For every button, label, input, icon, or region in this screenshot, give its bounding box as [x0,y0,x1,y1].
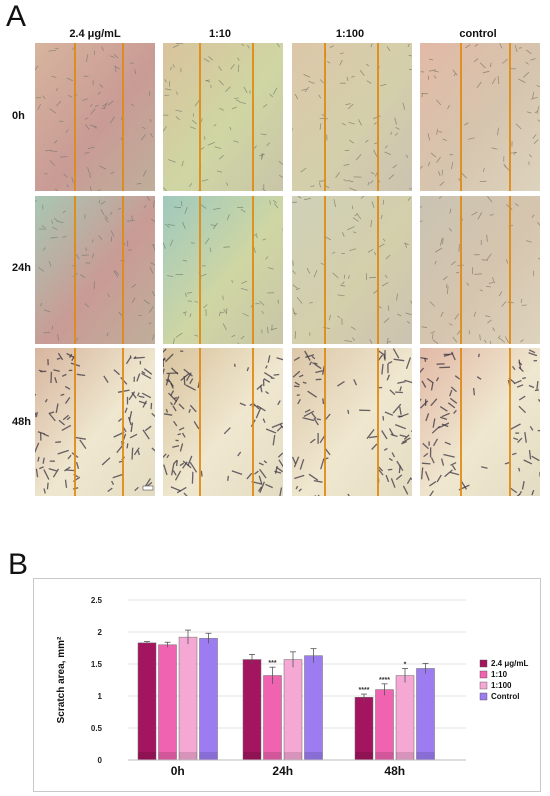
column-header-control: control [459,28,497,40]
legend-swatch [479,670,488,679]
y-tick-label: 0 [98,756,103,765]
micrograph-24h-col3 [292,196,412,344]
bar-base-shadow [416,752,435,760]
significance-mark: * [404,661,407,668]
row-header-0h: 0h [12,110,25,122]
micrograph-24h-col4 [420,196,540,344]
bar [375,689,394,761]
bar [283,659,303,761]
significance-mark: **** [359,687,370,694]
micrograph-24h-col2 [163,196,283,344]
y-tick-label: 2.5 [91,596,103,605]
bar-base-shadow [355,752,373,760]
bar-base-shadow [304,752,323,760]
bar-base-shadow [396,752,414,760]
significance-mark: *** [268,660,276,667]
legend-swatch [479,681,488,690]
legend-label: 2.4 μg/mL [491,659,528,668]
bar-base-shadow [199,752,218,760]
micrograph-48h-col4 [420,348,540,496]
column-header-1-100: 1:100 [335,28,365,40]
legend-label: Control [491,692,519,701]
micrograph-48h-col2 [163,348,283,496]
y-tick-label: 1.5 [91,660,103,669]
bar-base-shadow [179,752,197,760]
bar [137,642,157,761]
bar [263,675,282,761]
bar [158,644,177,761]
y-tick-label: 2 [98,628,103,637]
significance-mark: **** [379,677,390,684]
column-header-1-10: 1:10 [208,28,232,40]
bar-base-shadow [375,752,394,760]
bar-base-shadow [243,752,261,760]
x-category-label: 0h [171,764,185,778]
micrograph-0h-col1 [35,43,155,191]
y-tick-label: 0.5 [91,724,103,733]
bar [354,697,374,761]
legend-label: 1:100 [491,681,512,690]
row-header-24h: 24h [12,262,31,274]
panel-a-letter: A [6,0,27,33]
bar [304,655,323,761]
chart-frame: 0 0.5 1 1.5 2 2.5 Scratch area, mm² 0h *** 24h ***… [33,578,541,792]
micrograph-0h-col3 [292,43,412,191]
bar [199,638,218,761]
bar [178,636,198,761]
bar-base-shadow [138,752,156,760]
row-header-48h: 48h [12,416,31,428]
bar [416,668,435,761]
bar-base-shadow [284,752,302,760]
legend-label: 1:10 [491,670,508,679]
micrograph-48h-col1 [35,348,155,496]
legend-swatch [479,659,488,668]
column-header-2-4-ug: 2.4 μg/mL [69,28,121,40]
bar-base-shadow [158,752,177,760]
x-category-label: 24h [272,764,293,778]
legend-swatch [479,692,488,701]
micrograph-0h-col4 [420,43,540,191]
x-category-label: 48h [384,764,405,778]
micrograph-48h-col3 [292,348,412,496]
bar [242,659,262,761]
panel-b-letter: B [8,548,29,581]
y-tick-label: 1 [98,692,103,701]
micrograph-0h-col2 [163,43,283,191]
bar [395,675,415,761]
bar-base-shadow [263,752,282,760]
micrograph-24h-col1 [35,196,155,344]
y-axis-label: Scratch area, mm² [56,636,67,723]
